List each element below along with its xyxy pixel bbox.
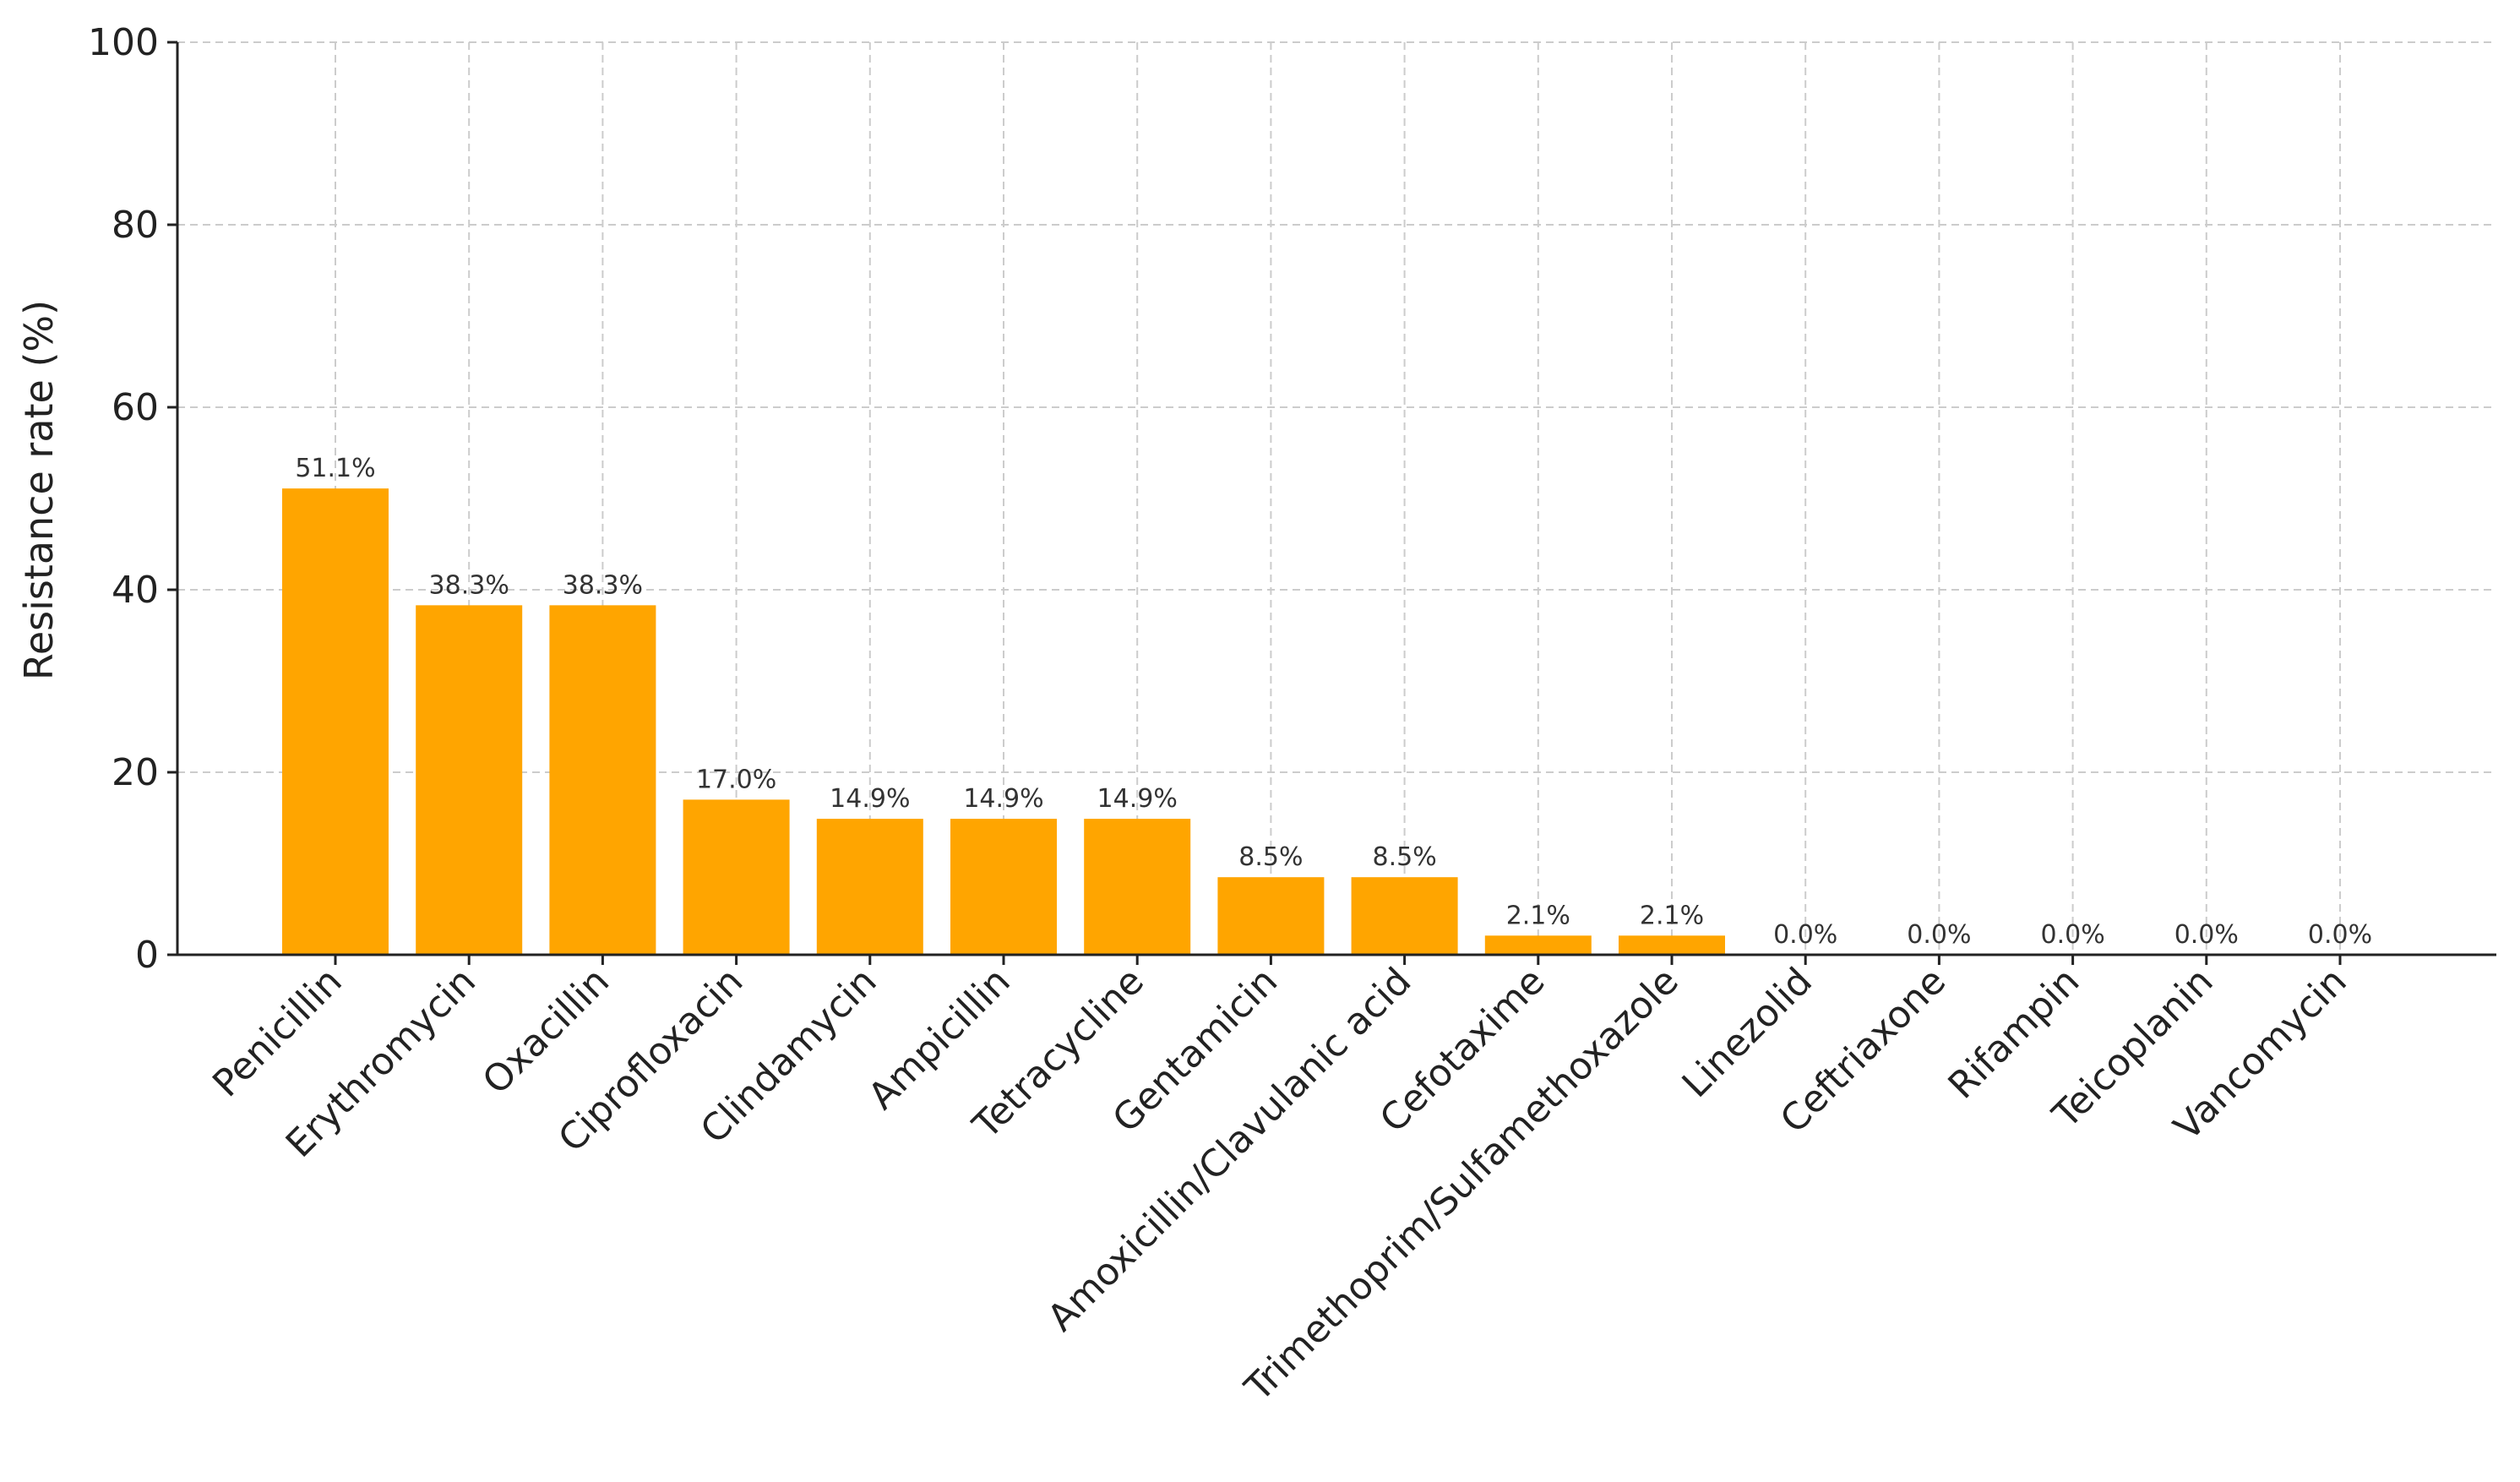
bar-value-label: 14.9% [1097,784,1178,814]
y-tick-label: 80 [112,204,159,247]
bar [816,819,923,955]
bar [549,605,656,955]
bar [416,605,523,955]
bar-value-label: 38.3% [429,570,509,600]
bar [950,819,1057,955]
bar [1084,819,1191,955]
bar [1619,935,1725,955]
bar-value-label: 8.5% [1372,842,1436,872]
y-tick-label: 60 [112,386,159,429]
y-axis-title: Resistance rate (%) [16,300,62,680]
bar-value-label: 0.0% [2308,920,2372,950]
bar-value-label: 0.0% [2174,920,2239,950]
x-tick-label: Oxacillin [475,960,618,1103]
bar-value-label: 8.5% [1238,842,1303,872]
y-tick-label: 100 [88,21,159,64]
bar-value-label: 14.9% [830,784,910,814]
bar-value-label: 51.1% [295,454,375,483]
y-tick-label: 40 [112,569,159,612]
bar-value-label: 17.0% [696,765,776,794]
bar-value-label: 14.9% [963,784,1043,814]
bar-value-label: 2.1% [1640,901,1704,930]
bar-series [282,488,1725,955]
bar-value-label: 2.1% [1506,901,1570,930]
bar-value-label: 0.0% [1773,920,1837,950]
y-tick-label: 0 [135,934,159,977]
bar [1217,877,1325,955]
bar [683,799,790,955]
data-labels: 51.1% 38.3% 38.3% 17.0% 14.9% 14.9% 14.9% 8.5% 8… [295,454,2372,950]
bar [282,488,389,955]
bar [1484,935,1592,955]
bar-value-label: 38.3% [563,570,643,600]
bar-value-label: 0.0% [2040,920,2104,950]
bar [1351,877,1458,955]
axes [167,41,2496,965]
grid-lines [177,41,2496,955]
y-tick-label: 20 [112,751,159,794]
bar-value-label: 0.0% [1907,920,1971,950]
